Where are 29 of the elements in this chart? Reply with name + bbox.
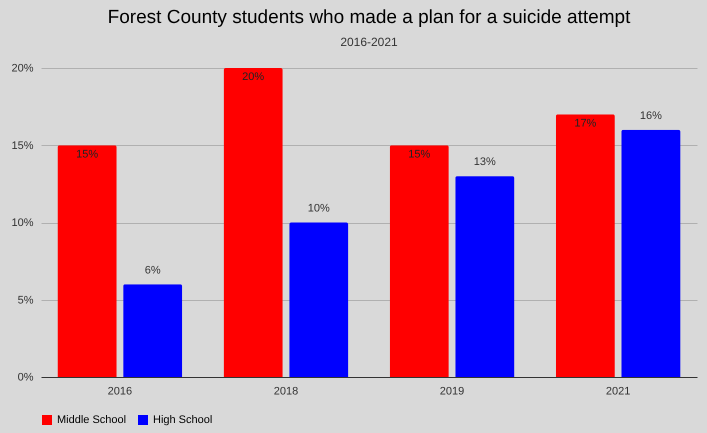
x-tick-label: 2019 [440, 386, 464, 398]
bar [390, 145, 449, 377]
data-label: 6% [144, 264, 161, 276]
x-tick-label: 2021 [606, 386, 630, 398]
bar [455, 176, 514, 377]
bar [556, 114, 615, 377]
chart-title: Forest County students who made a plan for a suicide attempt [108, 7, 632, 28]
legend-label: Middle School [57, 414, 126, 426]
bar [289, 222, 348, 377]
x-tick-label: 2016 [108, 386, 132, 398]
y-tick-label: 10% [11, 217, 34, 229]
y-tick-label: 0% [18, 372, 34, 384]
bar [58, 145, 117, 377]
bar [123, 284, 182, 377]
data-label: 16% [640, 110, 662, 122]
legend-label: High School [153, 414, 212, 426]
y-tick-label: 5% [18, 294, 34, 306]
bar [224, 68, 283, 377]
data-label: 10% [308, 202, 330, 214]
chart-subtitle: 2016-2021 [340, 35, 398, 49]
data-label: 15% [76, 148, 98, 160]
data-label: 20% [242, 71, 264, 83]
y-tick-label: 20% [11, 62, 34, 74]
data-label: 15% [408, 148, 430, 160]
data-label: 17% [574, 117, 597, 130]
x-tick-label: 2018 [274, 386, 298, 398]
data-label: 13% [474, 156, 496, 168]
bar [621, 130, 680, 377]
y-tick-label: 15% [11, 140, 34, 152]
